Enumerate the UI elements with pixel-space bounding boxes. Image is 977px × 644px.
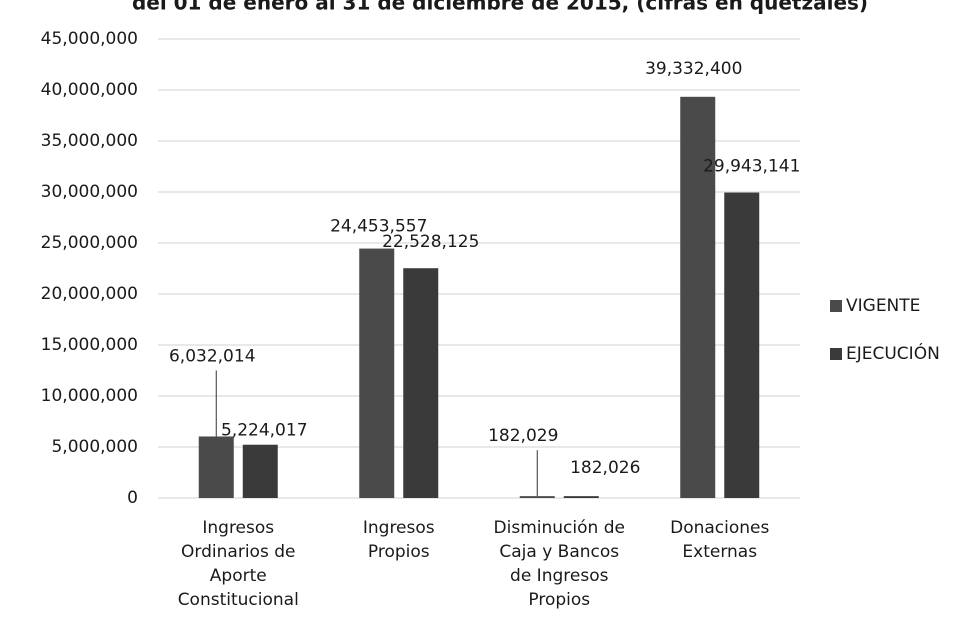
bar bbox=[680, 96, 716, 499]
y-tick-label: 45,000,000 bbox=[41, 29, 138, 49]
chart-title: del 01 de enero al 31 de diciembre de 20… bbox=[132, 0, 868, 15]
data-label: 29,943,141 bbox=[703, 157, 800, 177]
bar bbox=[359, 248, 395, 498]
label-line: Externas bbox=[682, 542, 757, 562]
y-tick-label: 15,000,000 bbox=[41, 335, 138, 355]
bar bbox=[242, 444, 278, 498]
label-line: Propios bbox=[528, 590, 590, 610]
y-tick-label: 40,000,000 bbox=[41, 80, 138, 100]
y-tick-label: 10,000,000 bbox=[41, 386, 138, 406]
y-tick-label: 25,000,000 bbox=[41, 233, 138, 253]
bar bbox=[563, 496, 599, 498]
data-label: 182,029 bbox=[488, 426, 558, 446]
legend-swatch bbox=[830, 348, 842, 360]
x-tick-label: Donaciones Externas bbox=[670, 518, 769, 562]
y-tick-label: 35,000,000 bbox=[41, 131, 138, 151]
y-tick-label: 30,000,000 bbox=[41, 182, 138, 202]
bar bbox=[198, 436, 234, 498]
label-line: Disminución de bbox=[494, 518, 625, 538]
y-tick-label: 0 bbox=[127, 488, 138, 508]
label-line: Ordinarios de bbox=[181, 542, 295, 562]
label-line: Constitucional bbox=[178, 590, 299, 610]
legend-label: EJECUCIÓN bbox=[846, 342, 940, 364]
label-line: de Ingresos bbox=[510, 566, 609, 586]
label-line: Ingresos bbox=[363, 518, 435, 538]
bar bbox=[403, 268, 439, 498]
legend-label: VIGENTE bbox=[846, 296, 920, 316]
bar bbox=[724, 192, 760, 498]
y-tick-label: 20,000,000 bbox=[41, 284, 138, 304]
data-label: 39,332,400 bbox=[645, 59, 742, 79]
label-line: Ingresos bbox=[202, 518, 274, 538]
bar bbox=[519, 496, 555, 498]
x-tick-label: Ingresos Ordinarios de Aporte Constituciona… bbox=[178, 518, 299, 610]
data-label: 22,528,125 bbox=[382, 232, 479, 252]
label-line: Caja y Bancos bbox=[499, 542, 619, 562]
data-label: 24,453,557 bbox=[330, 217, 427, 237]
y-tick-label: 5,000,000 bbox=[51, 437, 138, 457]
label-line: Donaciones bbox=[670, 518, 769, 538]
legend-swatch bbox=[830, 300, 842, 312]
label-line: Aporte bbox=[210, 566, 267, 586]
label-line: Propios bbox=[368, 542, 430, 562]
x-tick-label: Ingresos Propios bbox=[363, 518, 435, 562]
data-label: 182,026 bbox=[570, 458, 640, 478]
data-label: 6,032,014 bbox=[169, 346, 256, 366]
x-tick-label: Disminución de Caja y Bancos de Ingresos Pr… bbox=[494, 518, 625, 610]
data-label: 5,224,017 bbox=[221, 421, 308, 441]
